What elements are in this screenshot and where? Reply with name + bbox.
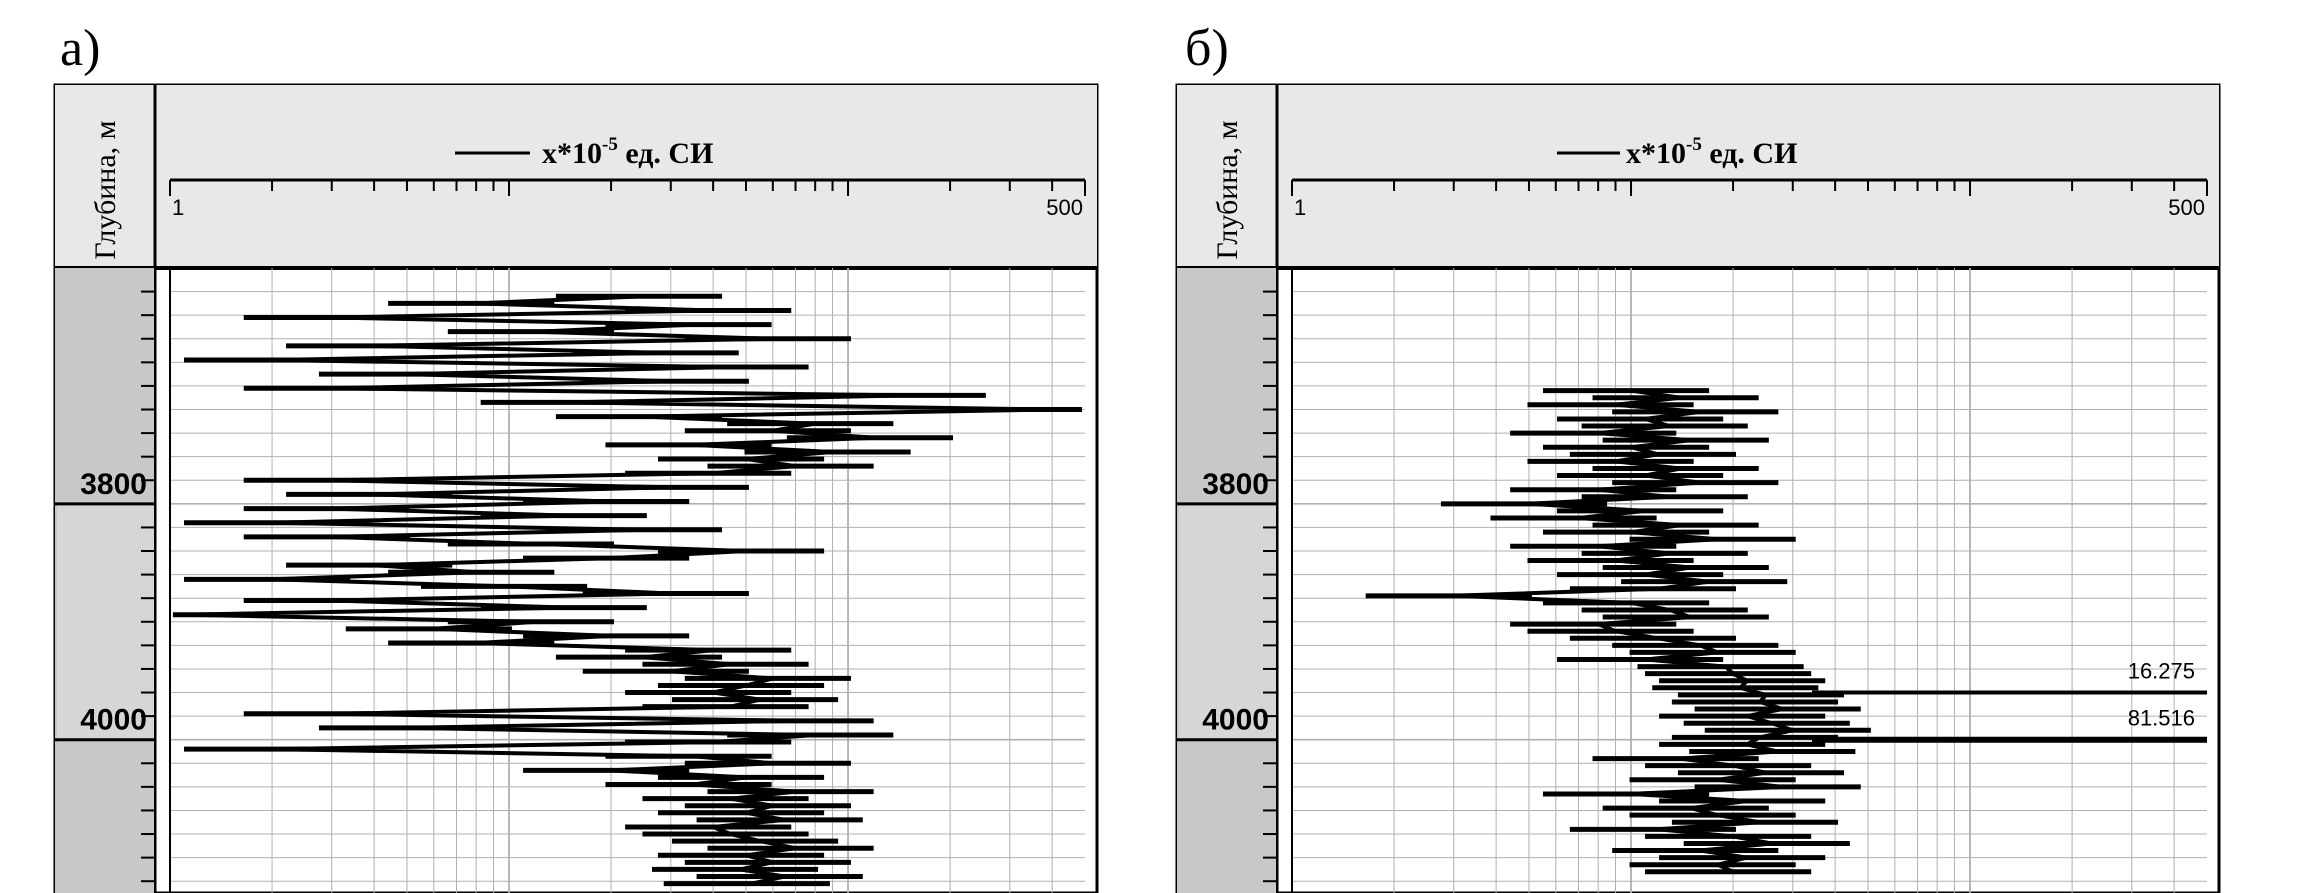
depth-label: 4000: [1202, 704, 1269, 737]
panel-a-legend: x*10-5 ед. СИ: [455, 134, 713, 170]
x-tick-label-max: 500: [1046, 195, 1083, 220]
panel-b-data: [1365, 388, 1871, 875]
x-tick-label-max: 500: [2168, 195, 2205, 220]
x-tick-label-min: 1: [1294, 195, 1306, 220]
panel-b-header: [1177, 85, 2219, 268]
depth-band: [1179, 268, 1276, 504]
depth-band: [57, 503, 154, 740]
x-tick-label-min: 1: [172, 195, 184, 220]
panel-a-depth-axis-title: Глубина, м: [89, 120, 122, 259]
panel-b-x-axis: 1 500: [1291, 178, 2208, 220]
depth-label: 3800: [80, 468, 147, 501]
panel-a-label: а): [60, 20, 100, 77]
depth-band: [1179, 503, 1276, 740]
panel-a-data: [172, 293, 1083, 887]
depth-band: [1179, 739, 1276, 893]
depth-label: 3800: [1202, 468, 1269, 501]
panel-a-legend-label: x*10-5 ед. СИ: [542, 134, 713, 170]
panel-a: а) Глубина, м x*10-5 ед. СИ 1 500 3800400…: [53, 20, 1099, 893]
panel-b-depth-axis-title: Глубина, м: [1211, 120, 1244, 259]
panel-b-label: б): [1185, 20, 1229, 77]
panel-a-header: [55, 85, 1097, 268]
annotation-label: 81.516: [2128, 706, 2195, 731]
panel-a-depth-scale: 3800 4000: [55, 268, 155, 893]
depth-band: [57, 739, 154, 893]
panel-b-annotations: 16.275 81.516: [1812, 659, 2207, 743]
panel-b-depth-scale: 3800 4000: [1177, 268, 1277, 893]
panel-b-legend: x*10-5 ед. СИ: [1557, 134, 1797, 170]
panel-b-grid: [1291, 268, 2207, 893]
annotation-label: 16.275: [2128, 659, 2195, 684]
depth-band: [57, 268, 154, 504]
panel-b-legend-label: x*10-5 ед. СИ: [1626, 134, 1797, 170]
panel-b: б) Глубина, м x*10-5 ед. СИ 1 500 3800400…: [1175, 20, 2221, 893]
panel-a-x-axis: 1 500: [169, 178, 1086, 220]
depth-label: 4000: [80, 704, 147, 737]
